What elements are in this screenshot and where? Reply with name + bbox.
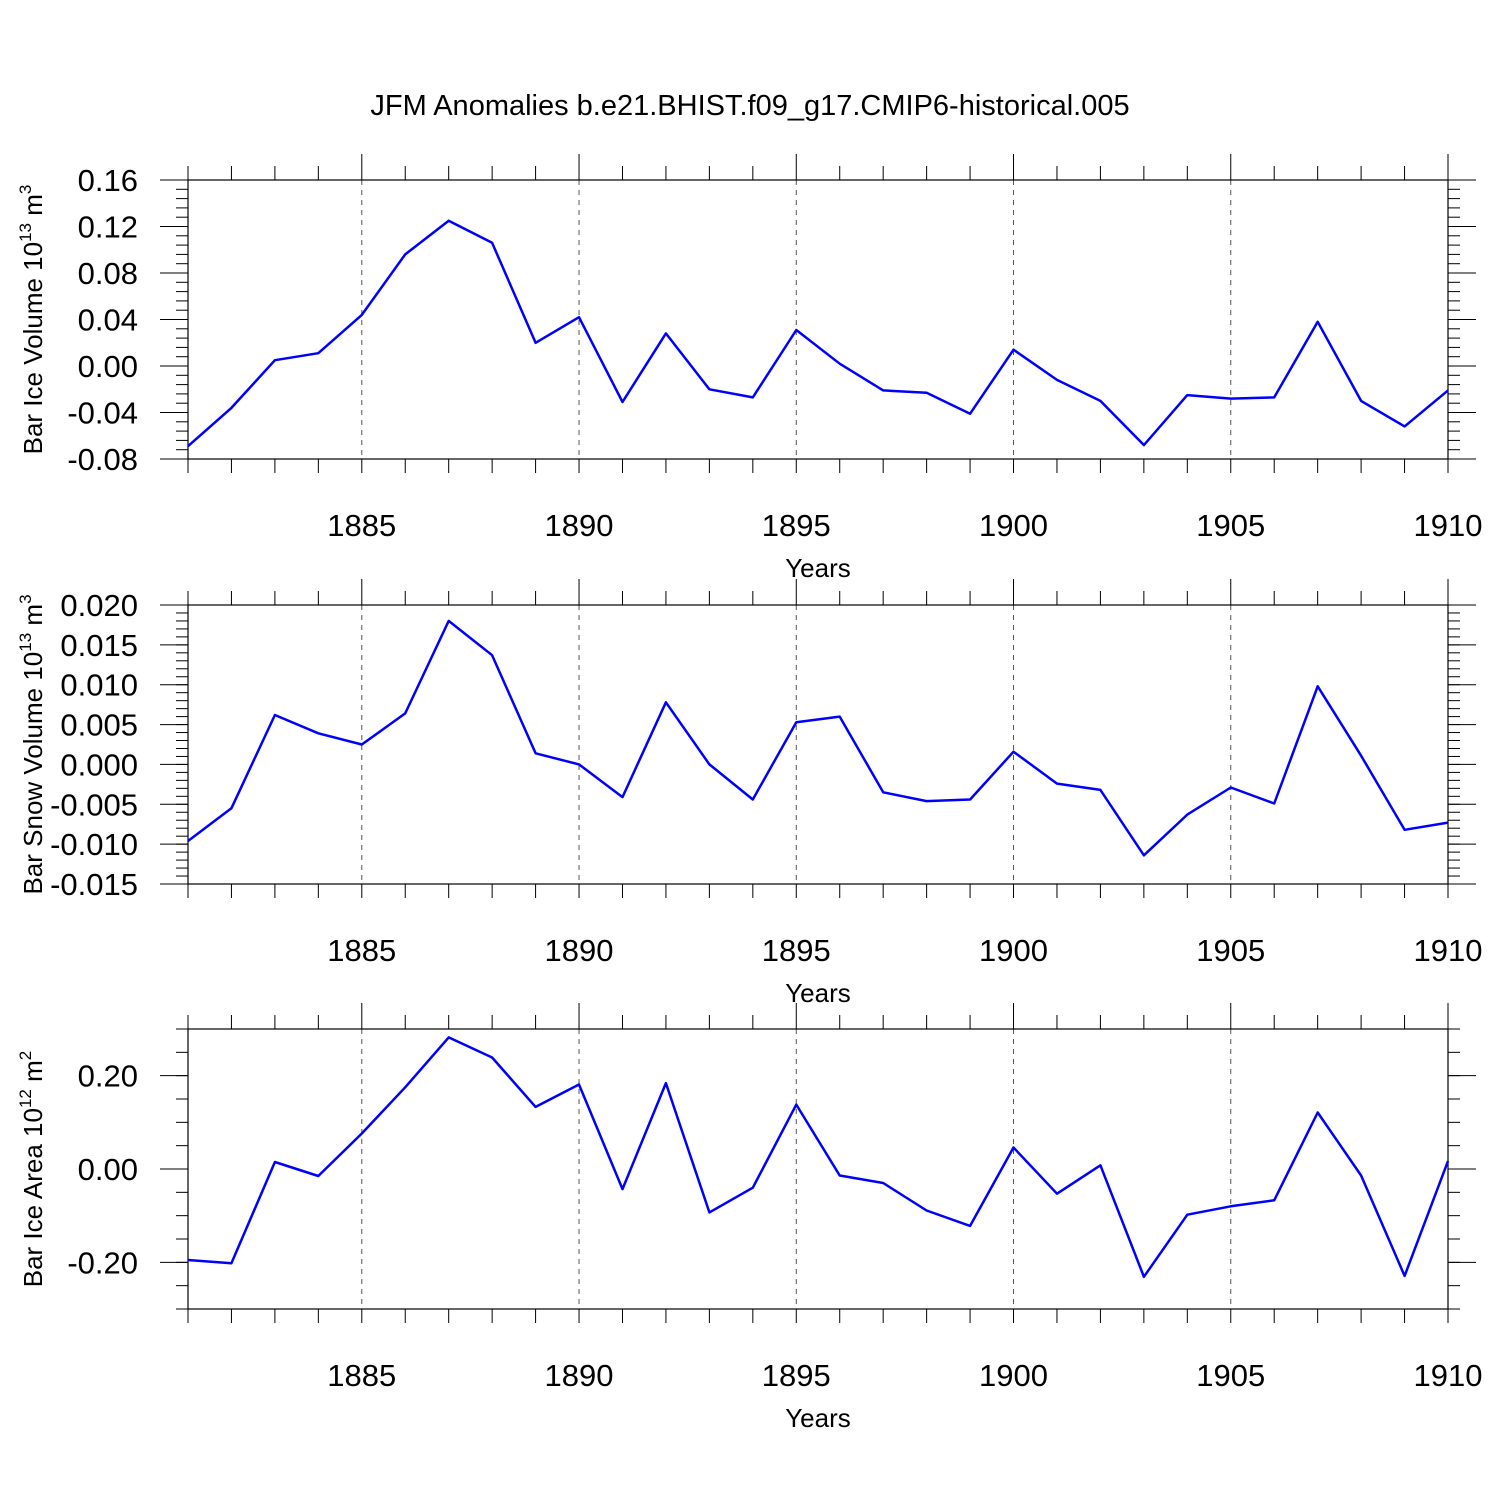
plot-frame bbox=[187, 1028, 1449, 1310]
x-tick-label: 1910 bbox=[1414, 1358, 1483, 1393]
chart-title: JFM Anomalies b.e21.BHIST.f09_g17.CMIP6-… bbox=[370, 90, 1129, 122]
x-tick-label: 1900 bbox=[979, 508, 1048, 543]
y-tick-label: -0.010 bbox=[50, 827, 138, 862]
series-line-snow-volume bbox=[187, 619, 1449, 857]
y-tick-label: 0.20 bbox=[78, 1059, 138, 1094]
y-tick-label: 0.010 bbox=[60, 668, 138, 703]
y-axis-label: Bar Ice Volume 1013 m3 bbox=[16, 185, 48, 455]
x-tick-label: 1895 bbox=[762, 508, 831, 543]
series-line-ice-area bbox=[187, 1036, 1450, 1279]
x-axis-label: Years bbox=[785, 978, 851, 1008]
y-tick-label: 0.005 bbox=[60, 708, 138, 743]
x-tick-label: 1900 bbox=[979, 1358, 1048, 1393]
x-tick-label: 1905 bbox=[1196, 1358, 1265, 1393]
y-tick-label: -0.08 bbox=[67, 442, 138, 477]
x-tick-label: 1885 bbox=[327, 508, 396, 543]
x-tick-label: 1890 bbox=[545, 1358, 614, 1393]
y-tick-label: -0.015 bbox=[50, 867, 138, 902]
y-tick-label: 0.04 bbox=[78, 303, 138, 338]
panel-ice-area: 1885 1890 1895 1900 1905 1910 -0.20 0.00 0.20 Ye… bbox=[16, 1003, 1482, 1433]
x-tick-label: 1910 bbox=[1414, 933, 1483, 968]
y-axis-label: Bar Ice Area 1012 m2 bbox=[16, 1051, 48, 1288]
y-tick-label: 0.16 bbox=[78, 163, 138, 198]
y-tick-label: -0.20 bbox=[67, 1245, 138, 1280]
x-tick-label: 1885 bbox=[327, 1358, 396, 1393]
y-axis-label: Bar Snow Volume 1013 m3 bbox=[16, 594, 48, 894]
y-tick-label: 0.020 bbox=[60, 588, 138, 623]
x-tick-label: 1895 bbox=[762, 1358, 831, 1393]
x-axis-label: Years bbox=[785, 1403, 851, 1433]
x-tick-label: 1905 bbox=[1196, 508, 1265, 543]
x-tick-label: 1895 bbox=[762, 933, 831, 968]
y-tick-label: 0.015 bbox=[60, 628, 138, 663]
plot-frame bbox=[187, 179, 1449, 460]
y-tick-label: 0.00 bbox=[78, 349, 138, 384]
y-tick-label: 0.000 bbox=[60, 747, 138, 782]
x-tick-label: 1900 bbox=[979, 933, 1048, 968]
x-tick-label: 1890 bbox=[545, 933, 614, 968]
panel-ice-volume: 1885 1890 1895 1900 1905 1910 -0.08 -0.04 0.00 0.… bbox=[16, 154, 1482, 583]
x-tick-label: 1905 bbox=[1196, 933, 1265, 968]
x-tick-label: 1890 bbox=[545, 508, 614, 543]
y-tick-label: 0.00 bbox=[78, 1152, 138, 1187]
y-tick-label: -0.005 bbox=[50, 787, 138, 822]
x-tick-label: 1885 bbox=[327, 933, 396, 968]
series-line-ice-volume bbox=[187, 219, 1449, 448]
x-axis-label: Years bbox=[785, 553, 851, 583]
y-tick-label: 0.12 bbox=[78, 210, 138, 245]
y-tick-label: 0.08 bbox=[78, 256, 138, 291]
y-tick-label: -0.04 bbox=[67, 396, 138, 431]
panel-snow-volume: 1885 1890 1895 1900 1905 1910 -0.015 -0.010 -0.0… bbox=[16, 579, 1482, 1008]
x-tick-label: 1910 bbox=[1414, 508, 1483, 543]
plot-frame bbox=[187, 604, 1449, 885]
